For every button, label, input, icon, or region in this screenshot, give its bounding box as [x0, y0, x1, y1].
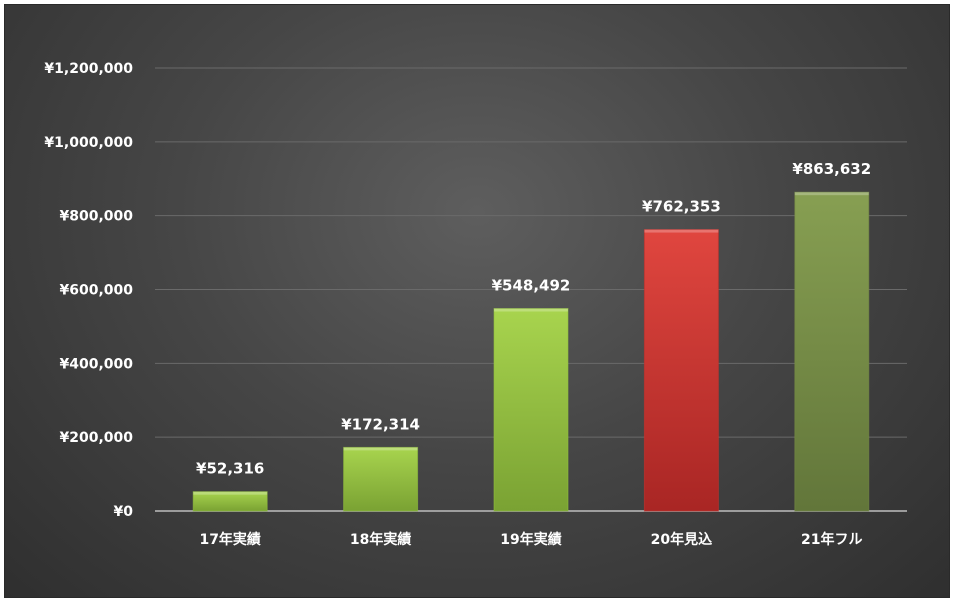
bar-highlight [343, 447, 418, 451]
data-label: ¥863,632 [792, 160, 871, 178]
x-tick-label: 21年フル [801, 531, 862, 548]
bar [794, 191, 870, 512]
y-tick-label: ¥800,000 [59, 209, 133, 225]
bar-highlight [494, 308, 568, 312]
x-tick-label: 18年実績 [350, 531, 411, 548]
bar [192, 491, 268, 512]
x-tick-label: 20年見込 [651, 531, 712, 548]
bar-highlight [193, 491, 268, 495]
bar [343, 446, 419, 512]
data-label: ¥548,492 [492, 277, 571, 295]
x-tick-label: 19年実績 [500, 531, 561, 548]
bar-highlight [794, 192, 869, 196]
data-label: ¥172,314 [341, 415, 420, 433]
gridlines [155, 67, 907, 512]
y-axis-ticks: ¥0 ¥200,000 ¥400,000 ¥600,000 ¥800,000 ¥1,000… [44, 61, 133, 520]
chart-area: ¥0 ¥200,000 ¥400,000 ¥600,000 ¥800,000 ¥1,000… [4, 4, 950, 598]
x-tick-label: 17年実績 [199, 531, 260, 548]
y-tick-label: ¥600,000 [59, 283, 133, 299]
bar-highlight [644, 229, 719, 233]
x-axis-categories: 17年実績 18年実績 19年実績 20年見込 21年フル [199, 531, 862, 548]
y-tick-label: ¥400,000 [59, 356, 133, 372]
bar-chart: ¥0 ¥200,000 ¥400,000 ¥600,000 ¥800,000 ¥1,000… [44, 61, 907, 548]
bar [643, 229, 719, 512]
bars [192, 191, 870, 512]
bar [493, 308, 569, 512]
data-label: ¥762,353 [642, 198, 721, 216]
data-label: ¥52,316 [196, 460, 264, 478]
y-tick-label: ¥1,000,000 [44, 135, 133, 151]
y-tick-label: ¥1,200,000 [44, 61, 133, 77]
y-tick-label: ¥0 [114, 504, 134, 520]
y-tick-label: ¥200,000 [59, 430, 133, 446]
data-labels: ¥52,316 ¥172,314 ¥548,492 ¥762,353 ¥863,632 [196, 160, 871, 478]
